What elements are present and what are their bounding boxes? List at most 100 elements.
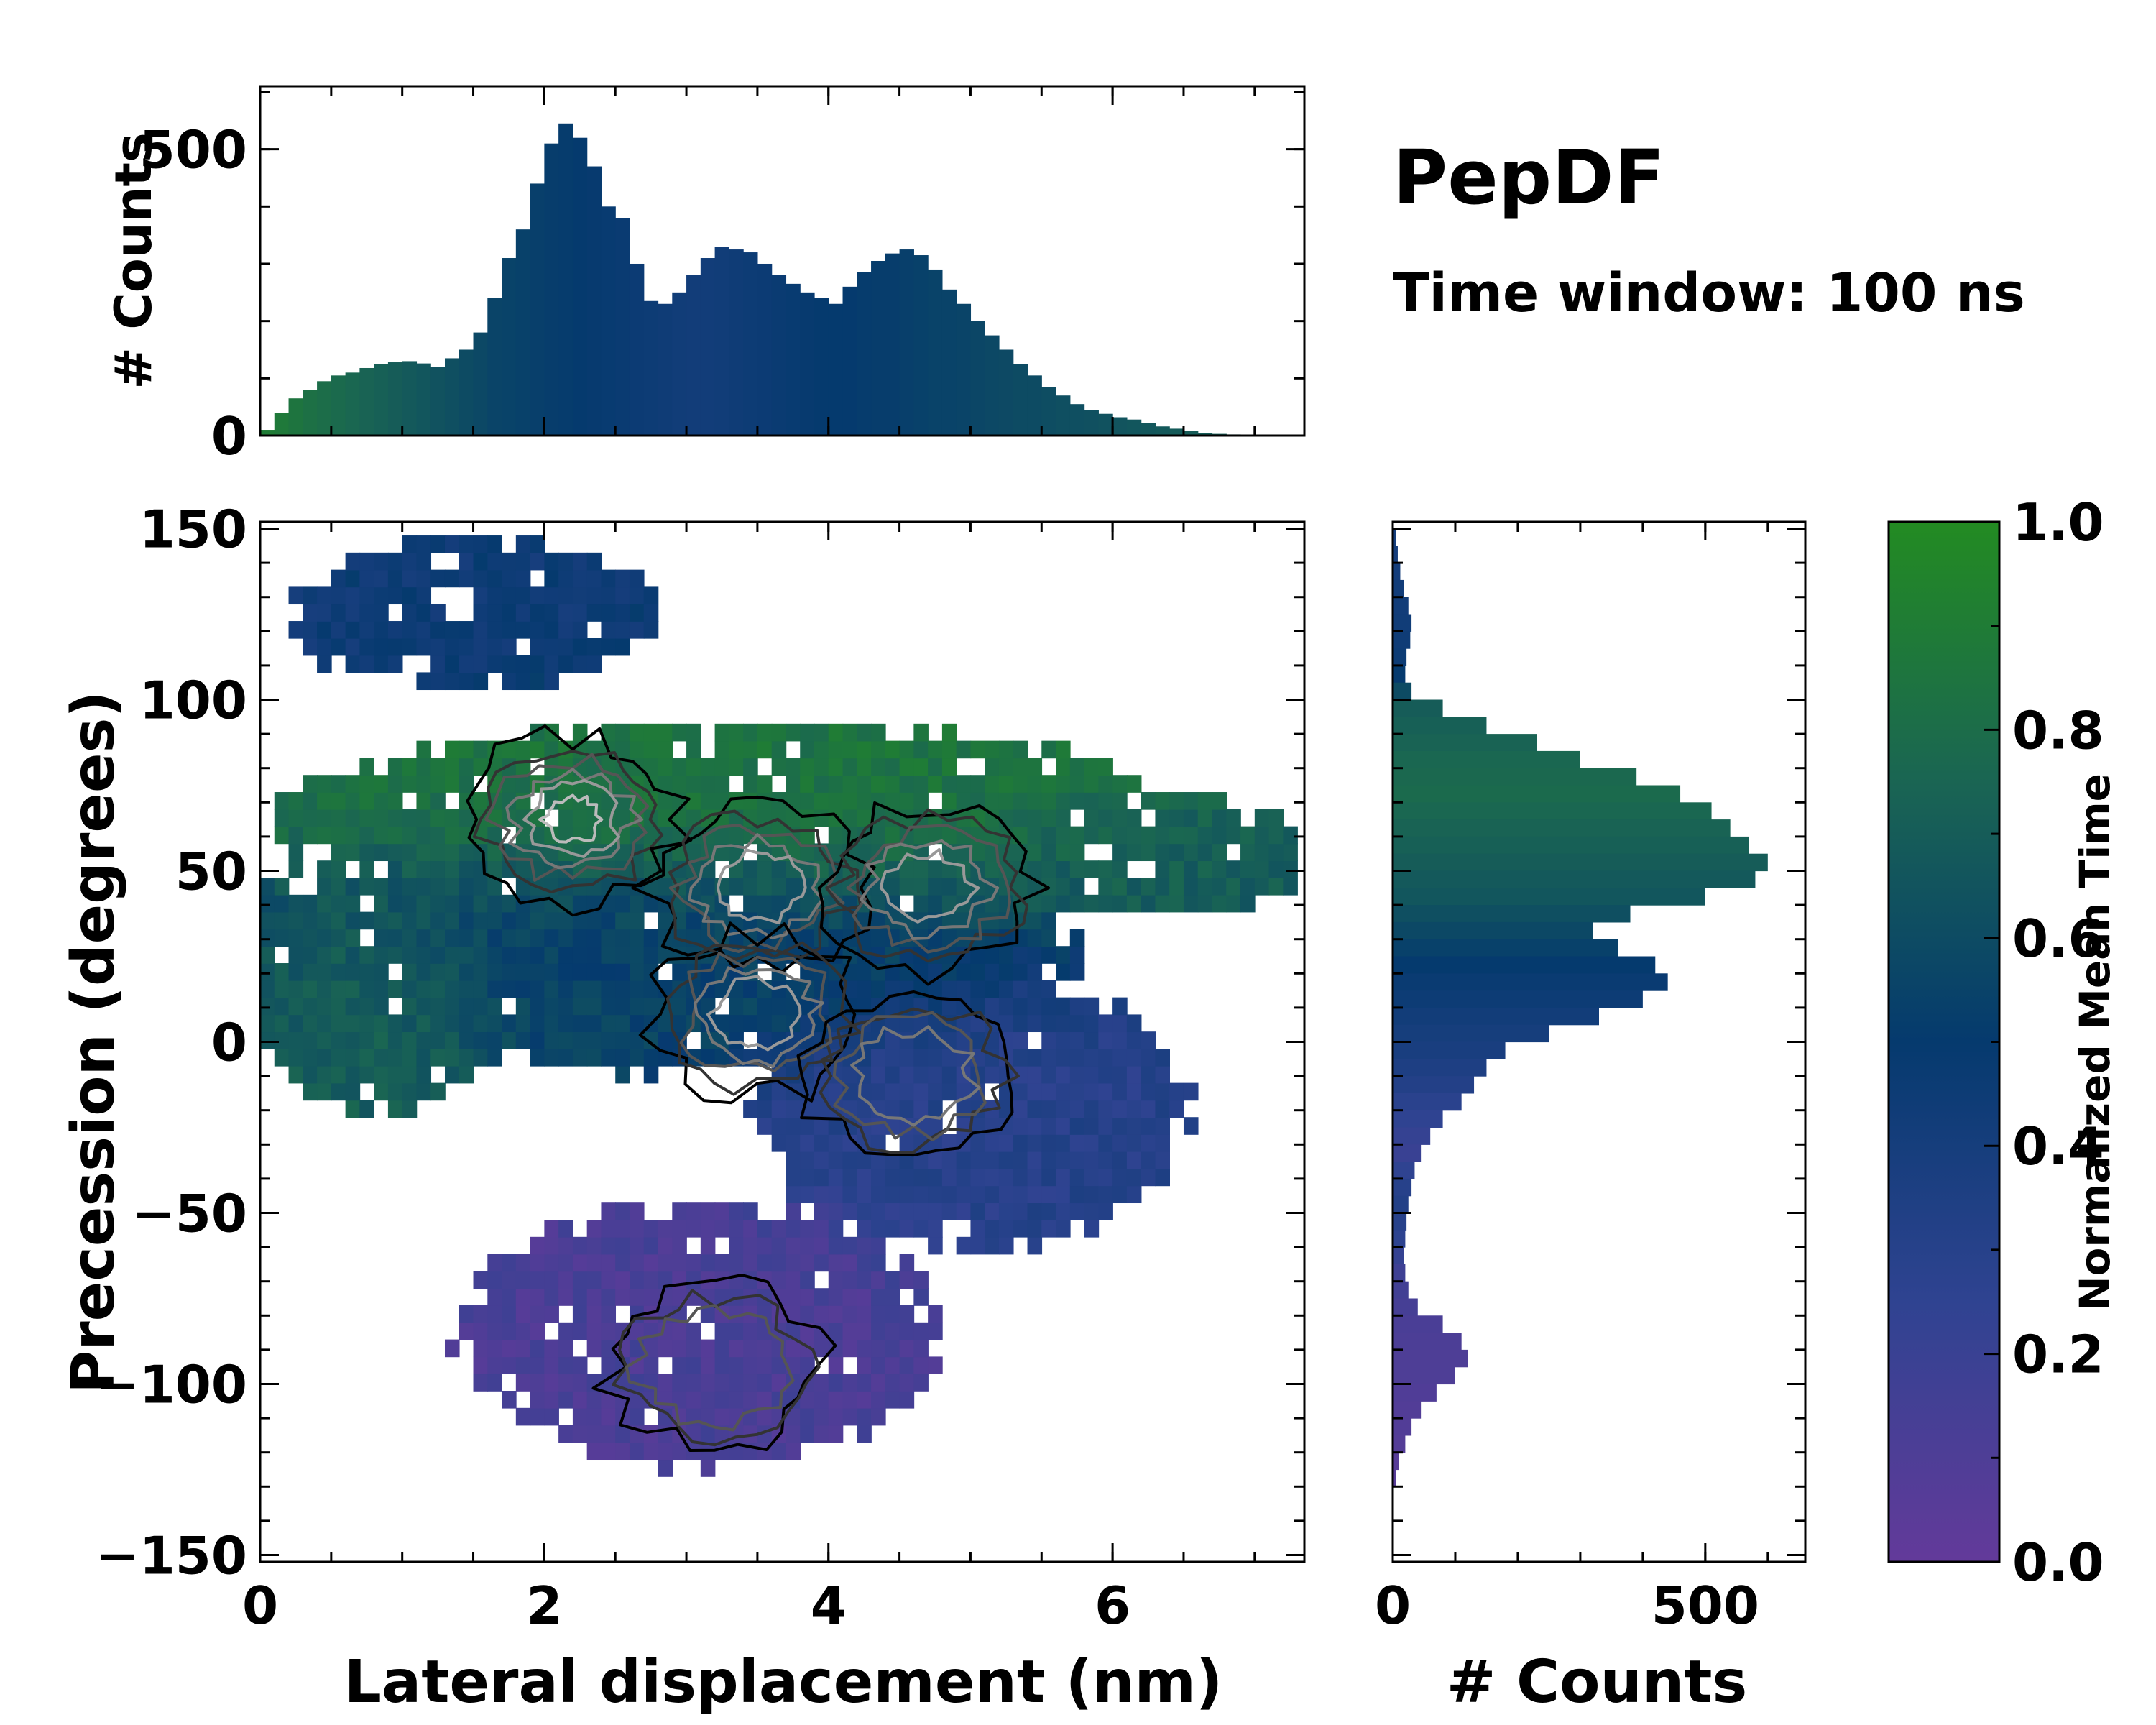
heatmap-cell [544,621,559,639]
heatmap-cell [572,1407,588,1426]
heatmap-cell [359,826,374,845]
heatmap-cell [629,1271,645,1289]
heatmap-cell [998,929,1014,947]
heatmap-cell [515,569,531,588]
heatmap-cell [885,1014,900,1033]
heatmap-cell [345,894,361,913]
heatmap-cell [1155,809,1170,827]
heatmap-cell [530,997,545,1016]
heatmap-cell [1084,1168,1100,1187]
heatmap-cell [814,1185,829,1204]
heatmap-cell [1126,1014,1142,1033]
heatmap-cell [828,997,844,1016]
heatmap-cell [515,1254,531,1272]
heatmap-cell [288,929,304,947]
main-heatmap-xlabel: Lateral displacement (nm) [344,1648,1223,1716]
right-histogram-bar [1393,1076,1475,1094]
density-contour [819,1007,1020,1154]
heatmap-cell [786,1185,801,1204]
heatmap-cell [544,1407,559,1426]
heatmap-cell [1056,946,1071,964]
tick-label: 0.0 [2012,1532,2104,1593]
heatmap-cell [629,1442,645,1460]
heatmap-cell [530,621,545,639]
heatmap-cell [1126,1100,1142,1118]
heatmap-cell [572,1322,588,1340]
heatmap-cell [828,1134,844,1152]
heatmap-cell [828,1151,844,1169]
heatmap-cell [303,809,318,827]
heatmap-cell [502,963,517,981]
top-histogram-bar [345,372,360,436]
heatmap-cell [1112,1014,1128,1033]
heatmap-cell [885,740,900,759]
heatmap-cell [586,997,602,1016]
heatmap-cell [800,1134,815,1152]
right-histogram-bar [1393,1281,1409,1300]
heatmap-cell [700,1459,716,1477]
title-annotation: PepDF [1393,134,1665,221]
heatmap-cell [1056,1185,1071,1204]
heatmap-cell [828,1374,844,1392]
heatmap-cell [515,740,531,759]
heatmap-cell [1041,997,1056,1016]
heatmap-cell [544,1014,559,1033]
heatmap-cell [913,1082,929,1101]
heatmap-cell [686,1356,701,1375]
heatmap-cell [374,775,389,793]
heatmap-cell [985,963,1000,981]
heatmap-cell [416,1049,432,1067]
heatmap-cell [885,1220,900,1238]
heatmap-cell [288,980,304,998]
heatmap-cell [544,1339,559,1358]
heatmap-cell [757,792,773,810]
heatmap-cell [814,860,829,878]
top-histogram-bar [1112,417,1128,436]
heatmap-cell [1141,792,1156,810]
heatmap-cell [1084,1100,1100,1118]
heatmap-cell [502,569,517,588]
heatmap-cell [899,1134,915,1152]
heatmap-cell [572,1305,588,1323]
heatmap-cell [828,740,844,759]
heatmap-cell [828,1117,844,1135]
heatmap-cell [913,1356,929,1375]
main-heatmap-ylabel: Precession (degrees) [60,691,128,1394]
heatmap-cell [643,586,659,605]
heatmap-cell [658,1254,673,1272]
colorbar-frame [1887,520,2001,1563]
heatmap-cell [459,929,474,947]
heatmap-cell [857,843,872,862]
heatmap-cell [274,963,290,981]
heatmap-cell [1027,1202,1043,1220]
heatmap-cell [615,980,630,998]
heatmap-cell [1098,775,1113,793]
heatmap-cell [331,843,346,862]
heatmap-cell [743,723,758,742]
right-histogram-bar [1393,579,1404,598]
right-histogram-bar [1393,888,1705,906]
heatmap-cell [1056,997,1071,1016]
heatmap-cell [1013,997,1028,1016]
heatmap-cell [317,1049,332,1067]
heatmap-cell [615,604,630,622]
heatmap-cell [1183,792,1199,810]
heatmap-cell [800,740,815,759]
heatmap-cell [345,1031,361,1049]
heatmap-cell [402,980,418,998]
heatmap-cell [402,552,418,571]
heatmap-cell [686,740,701,759]
heatmap-cell [288,997,304,1016]
density-contour [825,808,1029,963]
heatmap-cell [828,1236,844,1255]
top-histogram-bar [998,349,1014,436]
heatmap-cell [572,1236,588,1255]
heatmap-cell [473,878,489,896]
heatmap-cell [871,1168,886,1187]
heatmap-cell [416,997,432,1016]
heatmap-cell [1126,1185,1142,1204]
tick-label: 0.4 [2012,1116,2104,1177]
heatmap-cell [686,843,701,862]
heatmap-cell [416,1065,432,1084]
heatmap-cell [1056,1202,1071,1220]
